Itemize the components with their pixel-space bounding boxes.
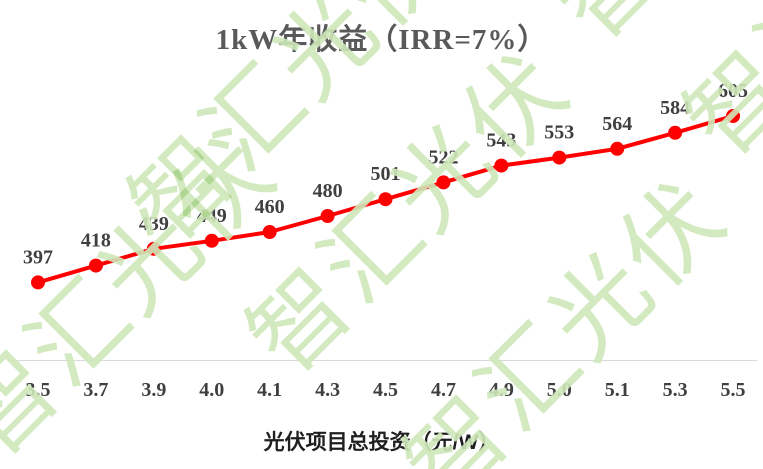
x-axis-title: 光伏项目总投资（元/W） [263, 431, 500, 454]
data-point-marker [320, 209, 335, 223]
data-point-marker [146, 241, 161, 256]
data-point-label: 418 [81, 230, 111, 252]
data-point-label: 480 [313, 180, 343, 202]
data-point-label: 522 [428, 146, 458, 168]
data-point-marker [668, 125, 683, 140]
x-tick-label: 3.9 [141, 379, 166, 401]
x-tick-label: 4.0 [199, 379, 224, 401]
x-tick-label: 5.3 [663, 379, 688, 401]
data-point-marker [552, 150, 567, 165]
data-point-label: 584 [660, 97, 690, 119]
data-point-label: 460 [255, 196, 285, 218]
data-point-marker [494, 158, 509, 173]
x-tick-label: 3.5 [26, 379, 51, 401]
data-point-marker [726, 109, 741, 123]
x-tick-label: 4.5 [373, 379, 398, 401]
data-point-label: 439 [139, 213, 169, 235]
x-tick-label: 4.3 [315, 379, 340, 401]
x-tick-label: 5.5 [721, 379, 746, 401]
x-tick-label: 4.7 [431, 379, 456, 401]
data-point-label: 397 [23, 246, 53, 268]
data-point-label: 543 [486, 130, 516, 152]
data-point-label: 449 [197, 205, 227, 227]
data-point-marker [204, 233, 219, 248]
x-tick-label: 5.0 [547, 379, 572, 401]
chart-title: 1kW年收益（IRR=7%） [215, 24, 548, 56]
data-point-marker [31, 275, 45, 290]
x-tick-label: 5.1 [605, 379, 630, 401]
data-point-label: 564 [602, 113, 632, 135]
data-point-marker [262, 225, 277, 239]
x-tick-label: 3.7 [83, 379, 108, 401]
x-tick-label: 4.9 [489, 379, 514, 401]
x-tick-label: 4.1 [257, 379, 282, 401]
data-point-label: 501 [371, 163, 401, 185]
data-point-marker [436, 175, 451, 190]
data-point-marker [88, 258, 103, 273]
data-point-marker [378, 192, 393, 207]
data-point-label: 553 [544, 122, 574, 144]
data-point-label: 605 [718, 80, 748, 102]
data-point-marker [610, 141, 625, 156]
